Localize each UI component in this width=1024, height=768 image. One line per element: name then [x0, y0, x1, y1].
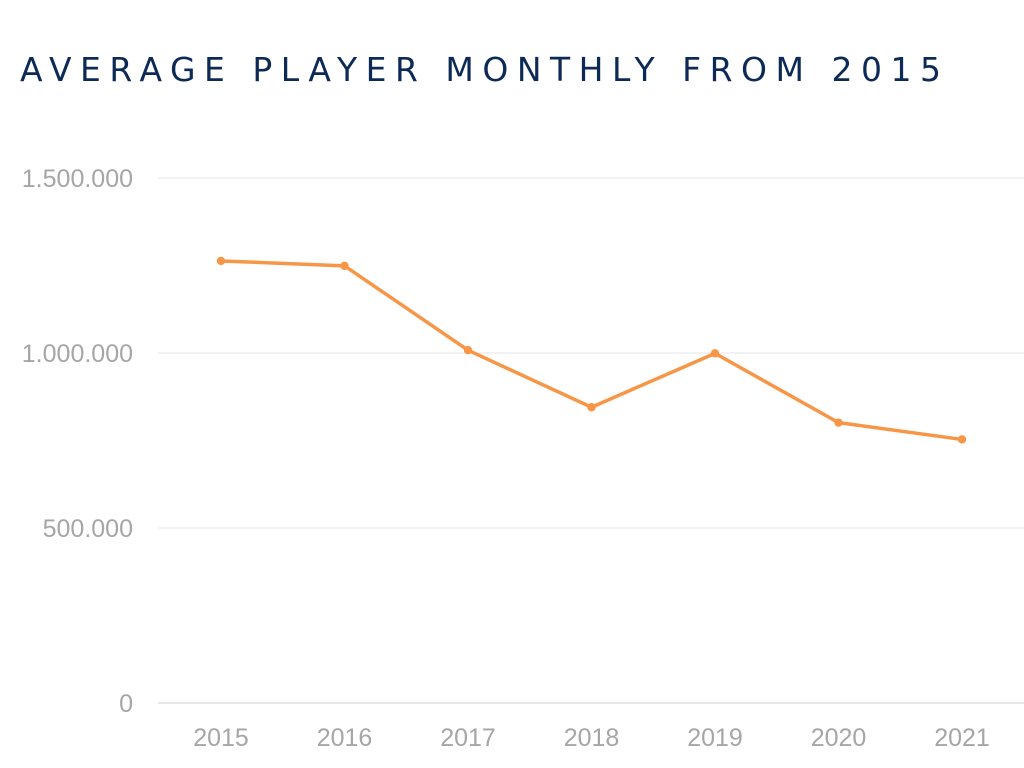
data-point	[463, 346, 473, 355]
x-tick-label: 2021	[934, 724, 990, 752]
x-tick-label: 2018	[564, 724, 620, 752]
data-point	[957, 435, 967, 444]
y-tick-label: 500.000	[43, 515, 133, 543]
y-tick-label: 1.000.000	[22, 340, 133, 368]
x-tick-label: 2016	[317, 724, 373, 752]
data-point	[587, 403, 596, 412]
chart-title: AVERAGE PLAYER MONTHLY FROM 2015	[20, 50, 950, 89]
y-tick-label: 0	[119, 690, 133, 718]
y-tick-label: 1.500.000	[22, 165, 133, 193]
data-point	[710, 349, 720, 358]
grid-layer	[158, 177, 1024, 704]
x-tick-label: 2020	[811, 724, 867, 752]
data-point	[216, 256, 226, 266]
x-tick-label: 2015	[193, 724, 249, 752]
x-axis: 2015 2016 2017 2018 2019 2020 2021	[193, 724, 990, 752]
data-point	[834, 418, 843, 427]
data-point	[340, 261, 349, 271]
series-line	[219, 259, 964, 442]
x-tick-label: 2017	[440, 724, 496, 752]
y-axis: 0 500.000 1.000.000 1.500.000	[22, 165, 133, 718]
x-tick-label: 2019	[687, 724, 743, 752]
series-layer	[216, 256, 967, 444]
